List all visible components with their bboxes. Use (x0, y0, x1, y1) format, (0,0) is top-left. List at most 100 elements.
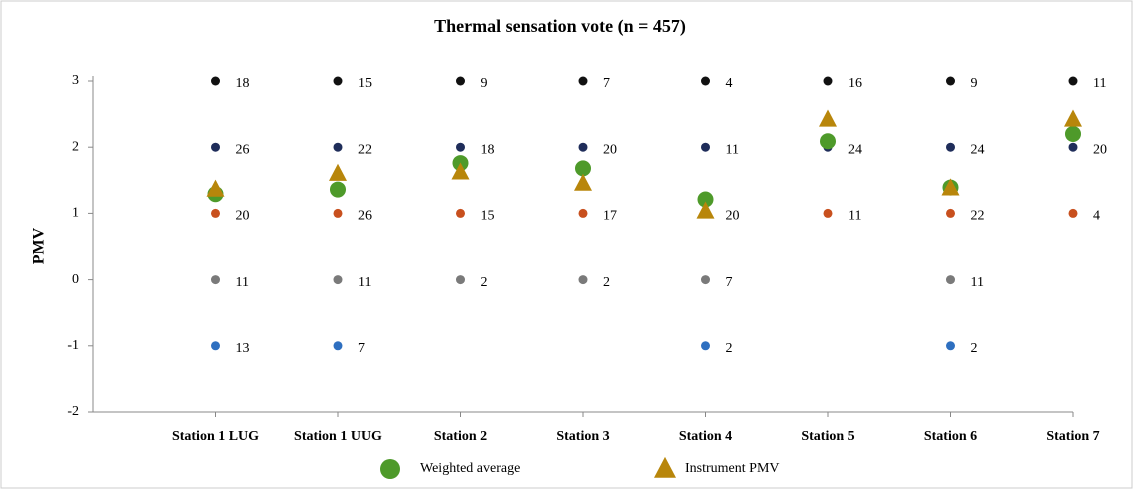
vote-count: 4 (726, 76, 733, 91)
instrument-pmv-marker (696, 201, 715, 219)
vote-dot (578, 76, 588, 86)
vote-count: 7 (726, 275, 733, 290)
instrument-pmv-marker (574, 173, 592, 191)
y-tick-label: -1 (67, 338, 79, 353)
y-tick-label: 2 (72, 139, 79, 154)
vote-count: 11 (971, 275, 984, 290)
vote-count: 22 (358, 142, 372, 157)
vote-dot (333, 208, 343, 218)
vote-dot (333, 142, 343, 152)
vote-dot (333, 76, 343, 86)
vote-dot (456, 142, 465, 152)
vote-count: 11 (1093, 76, 1106, 91)
weighted-average-marker (820, 133, 836, 150)
vote-dot (946, 142, 955, 152)
vote-count: 15 (358, 76, 372, 91)
chart-title: Thermal sensation vote (n = 457) (434, 16, 686, 37)
y-tick-label: 3 (72, 73, 79, 88)
vote-count: 13 (236, 341, 250, 356)
vote-count: 2 (726, 341, 733, 356)
legend-label: Instrument PMV (685, 461, 780, 476)
vote-count: 24 (971, 142, 985, 157)
vote-dot (823, 76, 833, 86)
vote-count: 11 (726, 142, 739, 157)
x-tick-label: Station 1 LUG (172, 429, 259, 444)
weighted-average-marker (330, 181, 346, 198)
vote-dot (946, 76, 955, 86)
vote-count: 20 (726, 209, 740, 224)
vote-count: 4 (1093, 209, 1100, 224)
vote-count: 26 (236, 142, 250, 157)
vote-dot (946, 208, 955, 218)
vote-count: 7 (358, 341, 365, 356)
instrument-pmv-marker (451, 162, 470, 180)
vote-dot (456, 275, 465, 285)
weighted-average-marker (1065, 125, 1081, 142)
vote-count: 2 (481, 275, 488, 290)
weighted-average-marker (697, 191, 714, 208)
vote-count: 15 (481, 209, 495, 224)
vote-dot (578, 275, 588, 285)
vote-dot (1068, 208, 1078, 218)
vote-count: 2 (971, 341, 978, 356)
vote-count: 18 (481, 142, 495, 157)
vote-count: 24 (848, 142, 862, 157)
x-tick-label: Station 2 (434, 429, 487, 444)
x-tick-label: Station 7 (1046, 429, 1099, 444)
x-tick-label: Station 5 (801, 429, 854, 444)
vote-dot (333, 275, 343, 285)
y-tick-label: 0 (72, 272, 79, 287)
instrument-pmv-marker (206, 179, 225, 197)
vote-count: 20 (603, 142, 617, 157)
vote-count: 2 (603, 275, 610, 290)
vote-dot (211, 275, 220, 285)
vote-dot (211, 142, 220, 152)
vote-count: 20 (236, 209, 250, 224)
vote-count: 18 (236, 76, 250, 91)
vote-count: 11 (358, 275, 371, 290)
vote-dot (578, 142, 588, 152)
vote-dot (456, 76, 465, 86)
vote-dot (701, 341, 710, 351)
vote-count: 26 (358, 209, 372, 224)
instrument-pmv-marker (941, 178, 960, 196)
x-tick-label: Station 6 (924, 429, 977, 444)
y-tick-label: 1 (72, 206, 79, 221)
legend-marker (380, 459, 400, 479)
vote-count: 11 (848, 209, 861, 224)
instrument-pmv-marker (1064, 109, 1082, 127)
vote-count: 9 (481, 76, 488, 91)
vote-count: 7 (603, 76, 610, 91)
vote-dot (1068, 142, 1078, 152)
y-axis-label: PMV (31, 227, 48, 264)
vote-dot (701, 275, 710, 285)
x-tick-label: Station 1 UUG (294, 429, 382, 444)
x-tick-label: Station 3 (556, 429, 609, 444)
vote-dot (333, 341, 343, 351)
vote-dot (211, 341, 220, 351)
vote-count: 11 (236, 275, 249, 290)
vote-count: 16 (848, 76, 862, 91)
vote-dot (701, 76, 710, 86)
vote-dot (456, 208, 465, 218)
vote-dot (946, 275, 955, 285)
vote-count: 22 (971, 209, 985, 224)
weighted-average-marker (575, 160, 591, 177)
vote-dot (211, 76, 220, 86)
vote-dot (946, 341, 955, 351)
vote-count: 17 (603, 209, 617, 224)
vote-dot (211, 208, 220, 218)
legend-marker (654, 456, 676, 478)
vote-dot (1068, 76, 1078, 86)
vote-count: 9 (971, 76, 978, 91)
vote-dot (823, 208, 833, 218)
vote-dot (701, 142, 710, 152)
y-tick-label: -2 (67, 404, 79, 419)
instrument-pmv-marker (819, 109, 837, 127)
vote-dot (578, 208, 588, 218)
legend-label: Weighted average (420, 461, 520, 476)
x-tick-label: Station 4 (679, 429, 732, 444)
instrument-pmv-marker (329, 163, 347, 181)
